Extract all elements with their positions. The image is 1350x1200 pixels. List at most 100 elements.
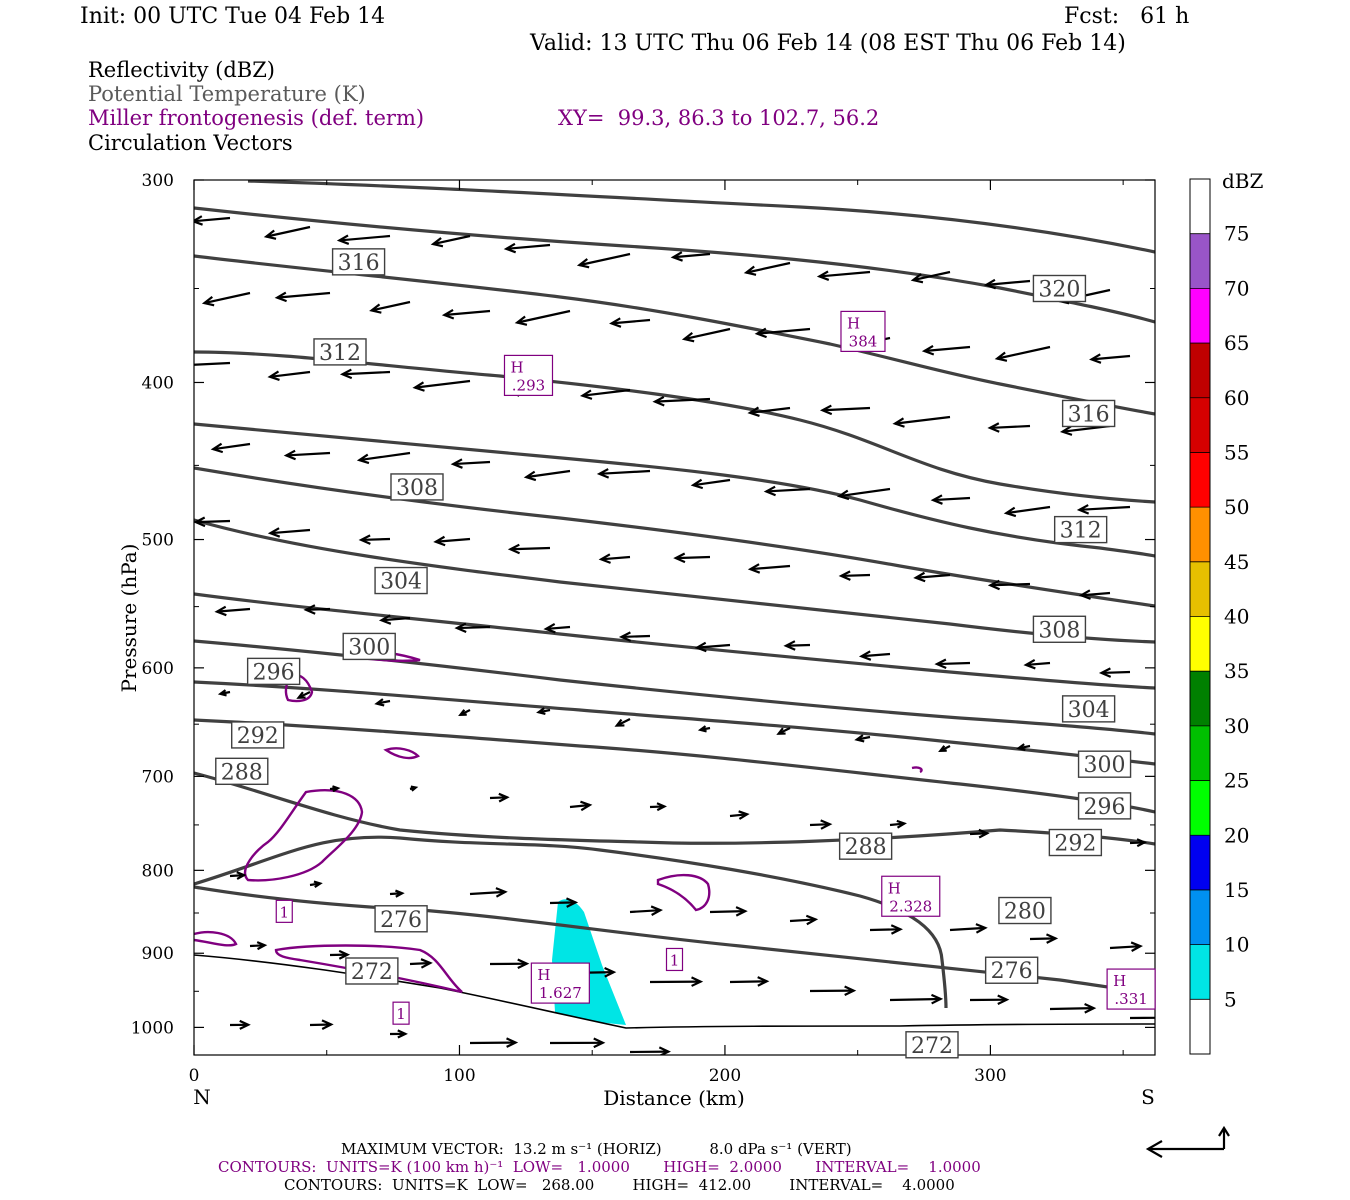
fronto-label: 1 (392, 1001, 410, 1025)
legend-theta: Potential Temperature (K) (88, 82, 366, 106)
x-axis: 0 100 200 300 (189, 180, 1124, 1086)
theta-label-box (905, 1031, 959, 1059)
circulation-vector (670, 251, 711, 262)
circulation-vector (889, 819, 907, 829)
theta-label-text: 296 (1084, 795, 1126, 820)
circulation-vector (709, 906, 748, 917)
theta-label-text: 316 (338, 251, 380, 276)
circulation-vector (809, 985, 857, 996)
circulation-vector (194, 361, 231, 366)
colorbar-label: 75 (1224, 222, 1249, 246)
circulation-vector (949, 923, 988, 934)
circulation-vector (598, 553, 631, 564)
theta-label: 316 (331, 248, 386, 276)
colorbar-swatch (1190, 616, 1210, 672)
theta-label-text: 312 (1060, 519, 1102, 544)
right-end-label: S (1141, 1085, 1155, 1109)
circulation-vector (1078, 589, 1111, 600)
circulation-vector (249, 941, 268, 951)
colorbar-swatch (1190, 725, 1210, 781)
extremum-value: 384 (849, 332, 878, 350)
theta-label-box (1077, 792, 1132, 820)
plot-frame-border (193, 179, 1156, 1056)
circulation-vector (776, 727, 791, 735)
colorbar-label: 45 (1224, 550, 1249, 574)
colorbar-swatch (1190, 999, 1210, 1054)
y-axis-label: Pressure (hPa) (117, 544, 141, 693)
circulation-vector (838, 570, 871, 581)
circulation-vector (409, 958, 433, 969)
circulation-vector (747, 406, 791, 418)
theta-label-box (374, 566, 428, 595)
circulation-vector (790, 1056, 843, 1065)
theta-contour-268 (194, 835, 948, 1009)
circulation-vector (339, 368, 391, 380)
circulation-vector (378, 614, 411, 625)
x-tick-label: 300 (974, 1066, 1006, 1086)
fronto-contour (911, 766, 923, 774)
theta-label: 312 (1053, 515, 1108, 544)
extremum-box (840, 310, 886, 353)
circulation-vector (296, 691, 311, 699)
circulation-vector (389, 1029, 408, 1039)
circulation-vector (303, 604, 331, 615)
circulation-vector (274, 291, 331, 303)
circulation-vector (1109, 941, 1143, 952)
fronto-contour (383, 747, 421, 760)
extremum-value: 1.627 (539, 984, 582, 1002)
extremum-marker: H1.627 (530, 962, 590, 1004)
y-tick-label: 600 (142, 659, 174, 679)
theta-label: 316 (1061, 399, 1116, 427)
circulation-vector (994, 345, 1051, 362)
theta-contour-312 (194, 254, 1155, 416)
circulation-vector (747, 563, 791, 574)
circulation-vector (754, 327, 811, 339)
circulation-vector (579, 388, 631, 400)
y-tick-label: 800 (142, 861, 174, 881)
circulation-vector (783, 640, 811, 651)
circulation-vector (969, 994, 1010, 1006)
circulation-vector (543, 622, 571, 634)
circulation-vector (681, 327, 731, 343)
theta-label-text: 292 (237, 724, 279, 749)
extremum-box (503, 354, 554, 397)
colorbar-label: 20 (1224, 823, 1249, 847)
circulation-vector (469, 1037, 519, 1048)
theta-label: 308 (1032, 615, 1087, 643)
circulation-vector (217, 689, 231, 697)
circulation-vector (210, 442, 251, 454)
reference-vector-icon (1145, 1125, 1230, 1158)
theta-label: 304 (374, 566, 428, 595)
circulation-vector (934, 658, 971, 670)
circulation-vector (609, 317, 651, 328)
colorbar-unit: dBZ (1222, 169, 1264, 193)
circulation-vector (1023, 658, 1051, 670)
y-tick-label: 300 (142, 171, 174, 191)
circulation-vector (1098, 667, 1131, 678)
circulation-vector (507, 543, 551, 555)
extremum-value: 2.328 (889, 897, 932, 915)
theta-label-box (984, 956, 1039, 984)
colorbar-swatch (1190, 835, 1210, 890)
fronto-contour (194, 930, 238, 947)
circulation-vector (374, 698, 391, 707)
fronto-labels: 1 1 1 (275, 899, 684, 1025)
colorbar-swatch (1190, 288, 1210, 344)
circulation-vector (1003, 505, 1051, 518)
x-tick-label: 100 (443, 1066, 475, 1086)
colorbar-label: 5 (1224, 987, 1237, 1011)
theta-label-box (342, 632, 396, 661)
colorbar-swatch (1190, 452, 1210, 508)
circulation-vector (267, 527, 311, 538)
circulation-vector (329, 785, 341, 793)
extremum-box (1106, 968, 1156, 1010)
fronto-label: 1 (275, 899, 293, 923)
legend-xy: XY= 99.3, 86.3 to 102.7, 56.2 (558, 106, 880, 130)
circulation-vector (652, 395, 711, 407)
circulation-vector (836, 487, 891, 501)
theta-label-box (246, 657, 301, 686)
colorbar-swatch (1190, 671, 1210, 726)
circulation-vector (930, 494, 971, 505)
circulation-vector (309, 880, 323, 889)
